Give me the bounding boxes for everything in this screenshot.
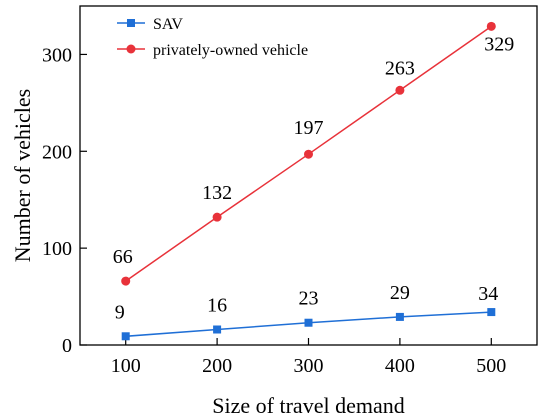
legend-item-0: SAV [117, 16, 183, 33]
data-label-0-0: 9 [115, 301, 125, 323]
x-tick-label-1: 200 [202, 355, 232, 377]
point-1-3 [395, 85, 405, 95]
x-tick-label-0: 100 [111, 355, 141, 377]
data-label-1-0: 66 [113, 246, 133, 268]
data-label-1-1: 132 [202, 182, 232, 204]
y-tick-label-0: 0 [62, 335, 72, 357]
series-privately-owned-vehicle: 66 132 197 263 329 [113, 21, 514, 286]
y-axis-title: Number of vehicles [10, 89, 35, 263]
y-tick-label-3: 300 [42, 44, 72, 66]
x-tick-label-3: 400 [385, 355, 415, 377]
point-0-2 [304, 318, 313, 327]
data-label-0-1: 16 [207, 295, 227, 317]
point-1-1 [212, 212, 222, 222]
point-1-2 [304, 149, 313, 159]
point-0-1 [213, 325, 222, 334]
point-1-4 [486, 21, 496, 31]
legend-label-1: privately-owned vehicle [153, 42, 308, 59]
x-tick-label-4: 500 [476, 355, 506, 377]
legend-label-0: SAV [153, 16, 183, 33]
legend-marker-0 [127, 19, 135, 27]
legend-marker-1 [126, 44, 136, 54]
series-sav: 9 16 23 29 34 [115, 282, 498, 341]
data-label-1-3: 263 [385, 57, 415, 79]
data-label-0-3: 29 [390, 282, 410, 304]
x-axis-title: Size of travel demand [212, 393, 404, 418]
y-tick-label-2: 200 [42, 141, 72, 163]
plot-area: 100 200 300 400 500 0 100 200 300 9 16 23 29 34 66 132 1… [42, 5, 538, 377]
point-0-3 [395, 312, 404, 321]
data-label-0-2: 23 [299, 288, 319, 310]
point-0-4 [487, 308, 496, 317]
data-label-1-4: 329 [484, 33, 514, 55]
data-label-1-2: 197 [294, 117, 324, 139]
point-1-0 [121, 276, 131, 286]
legend: SAV privately-owned vehicle [117, 16, 308, 59]
x-tick-label-2: 300 [294, 355, 324, 377]
data-label-0-4: 34 [478, 283, 498, 305]
y-tick-label-1: 100 [42, 238, 72, 260]
point-0-0 [121, 332, 130, 341]
legend-item-1: privately-owned vehicle [117, 42, 308, 59]
